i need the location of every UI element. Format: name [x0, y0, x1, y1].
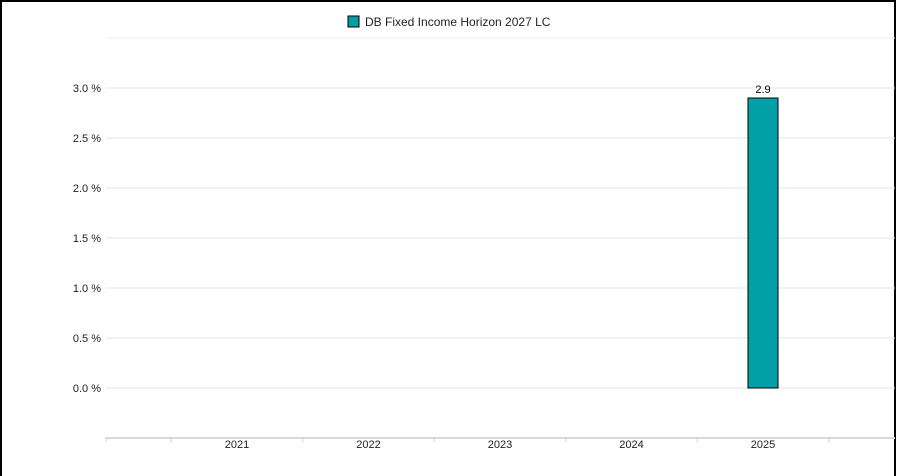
y-axis-ticks: 0.0 % 0.5 % 1.0 % 1.5 % 2.0 % 2.5 % 3.0 % — [73, 83, 101, 395]
legend-swatch — [347, 15, 360, 28]
y-tick-label: 3.0 % — [73, 83, 101, 95]
y-tick-label: 0.0 % — [73, 383, 101, 395]
bars: 2.9 — [747, 84, 779, 389]
bar-data-label: 2.9 — [755, 84, 770, 96]
x-tick-label: 2021 — [225, 439, 249, 451]
x-tick-label: 2024 — [619, 439, 643, 451]
y-tick-label: 1.5 % — [73, 233, 101, 245]
x-tick-label: 2022 — [356, 439, 380, 451]
y-tick-label: 2.0 % — [73, 183, 101, 195]
y-tick-label: 0.5 % — [73, 333, 101, 345]
legend[interactable]: DB Fixed Income Horizon 2027 LC — [347, 15, 551, 29]
x-tick-label: 2023 — [488, 439, 512, 451]
x-axis: 2021 2022 2023 2024 2025 — [105, 437, 895, 451]
legend-label: DB Fixed Income Horizon 2027 LC — [365, 15, 551, 29]
x-tick-label: 2025 — [751, 439, 775, 451]
bar[interactable] — [747, 97, 779, 389]
y-tick-label: 1.0 % — [73, 283, 101, 295]
y-tick-label: 2.5 % — [73, 133, 101, 145]
